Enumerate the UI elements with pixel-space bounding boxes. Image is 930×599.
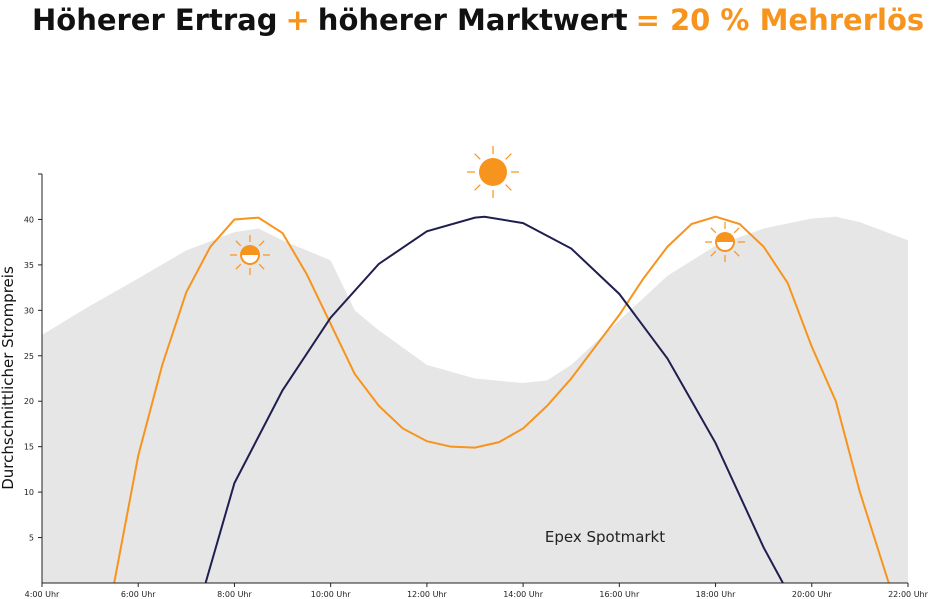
- x-tick-label: 18:00 Uhr: [696, 590, 737, 599]
- x-tick-label: 16:00 Uhr: [599, 590, 640, 599]
- title-part: Höherer Ertrag: [32, 3, 277, 37]
- y-tick-label: 35: [24, 261, 34, 270]
- yield-line: [204, 215, 784, 584]
- x-tick-label: 14:00 Uhr: [503, 590, 544, 599]
- x-tick-label: 6:00 Uhr: [121, 590, 156, 599]
- y-tick-label: 40: [24, 215, 34, 224]
- y-axis-label: Durchschnittlicher Strompreis: [0, 266, 17, 490]
- y-tick-label: 5: [29, 534, 34, 543]
- x-tick-label: 4:00 Uhr: [25, 590, 60, 599]
- y-tick-label: 20: [24, 397, 34, 406]
- annotation: Epex Spotmarkt: [545, 528, 665, 546]
- x-tick-label: 12:00 Uhr: [407, 590, 448, 599]
- y-tick-label: 15: [24, 443, 34, 452]
- x-tick-label: 20:00 Uhr: [792, 590, 833, 599]
- y-tick-label: 10: [24, 488, 34, 497]
- title-part: = 20 % Mehrerlös: [636, 3, 925, 37]
- plot: 5 10 15 20 25 30 35 40 4:00 Uhr 6:00 Uhr 8:00 Uhr 1…: [24, 173, 929, 599]
- sun-icon: [230, 146, 745, 275]
- chart-title: Höherer Ertrag + höherer Marktwert = 20 % M…: [32, 3, 924, 37]
- title-part: +: [285, 3, 309, 37]
- x-tick-label: 8:00 Uhr: [217, 590, 252, 599]
- price-area: [42, 216, 908, 583]
- x-tick-label: 22:00 Uhr: [888, 590, 929, 599]
- y-tick-label: 25: [24, 352, 34, 361]
- y-tick-label: 30: [24, 306, 34, 315]
- yield-line: [113, 215, 890, 584]
- title-part: höherer Marktwert: [318, 3, 628, 37]
- x-tick-label: 10:00 Uhr: [311, 590, 352, 599]
